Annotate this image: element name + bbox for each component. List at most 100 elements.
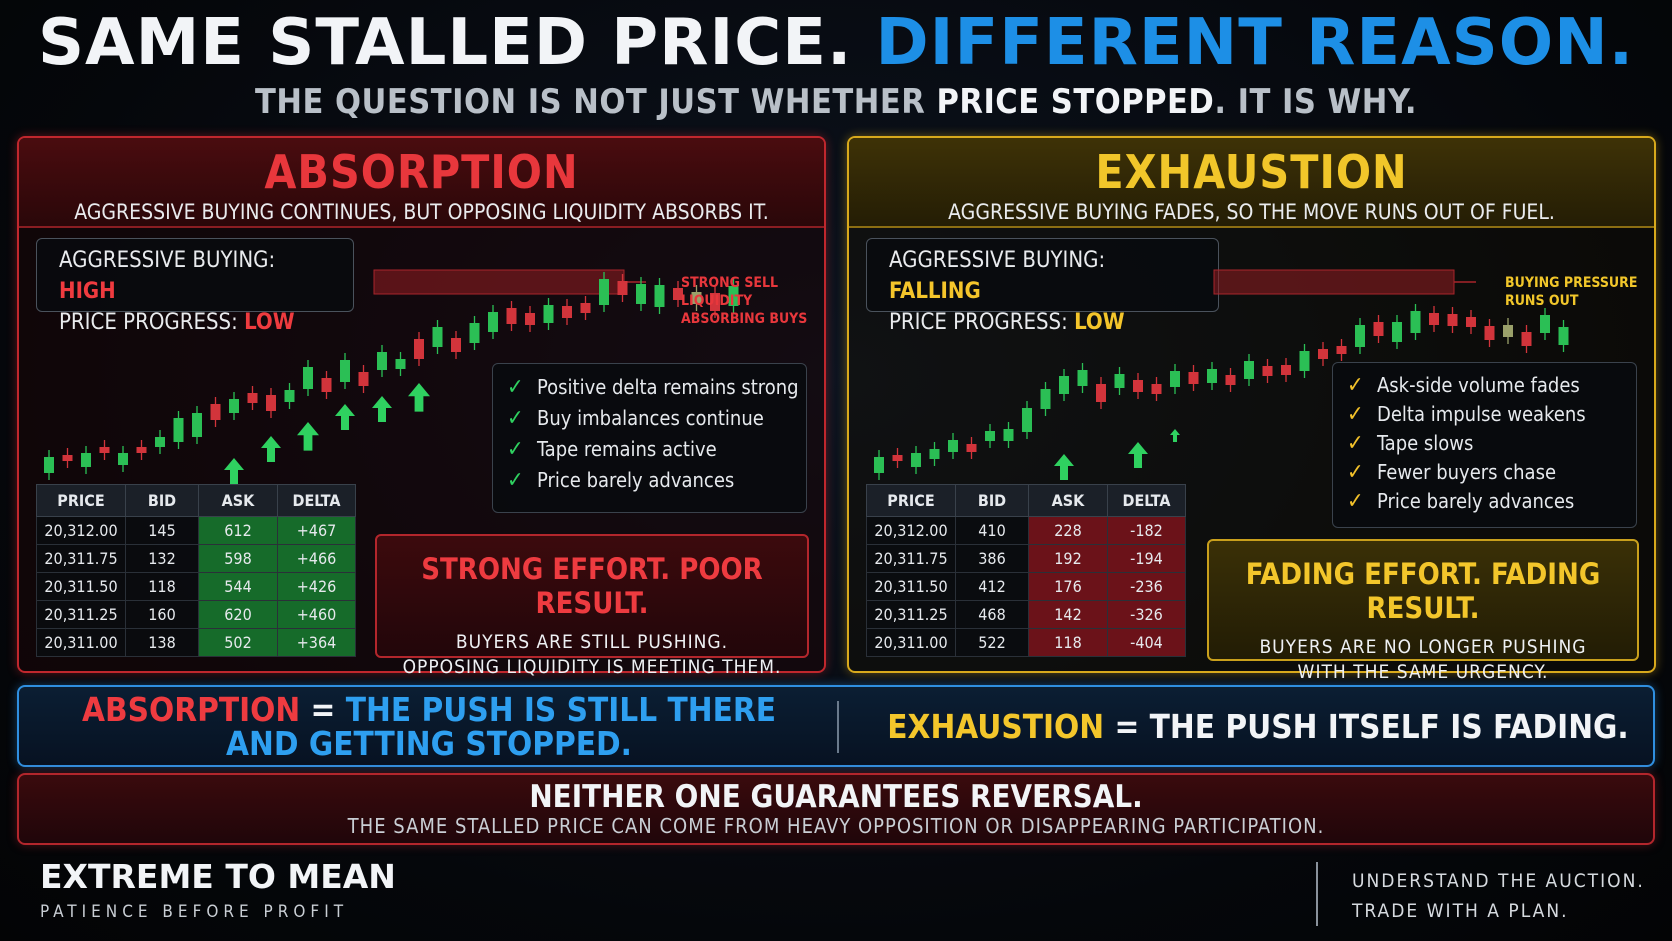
col-header: ASK — [1028, 484, 1108, 517]
candle-body — [1373, 322, 1384, 336]
stat-label: PRICE PROGRESS: — [889, 310, 1068, 335]
stat-label: PRICE PROGRESS: — [59, 310, 238, 335]
candle-body — [710, 293, 720, 311]
col-header: PRICE — [36, 484, 126, 517]
brand-slogan: PATIENCE BEFORE PROFIT — [40, 902, 349, 922]
candle-body — [1225, 375, 1236, 385]
exhaustion-annotation: BUYING PRESSURE RUNS OUT — [1505, 275, 1638, 309]
stat-value: HIGH — [59, 279, 116, 304]
candle-body — [1447, 314, 1458, 326]
check-item: ✓ Positive delta remains strong — [507, 372, 799, 403]
candle-body — [506, 308, 517, 324]
callout-title: STRONG EFFORT. POOR RESULT. — [421, 552, 763, 620]
candle-body — [892, 455, 903, 461]
up-arrow-icon — [297, 422, 319, 451]
check-icon: ✓ — [507, 406, 524, 431]
up-arrow-icon — [1054, 454, 1074, 480]
table-row: 20,311.50 412 176 -236 — [866, 572, 1186, 601]
callout-line: WITH THE SAME URGENCY. — [1297, 661, 1549, 683]
candle-body — [691, 292, 702, 304]
candle-body — [1040, 389, 1051, 409]
candle-body — [1540, 315, 1550, 333]
candle-body — [81, 453, 91, 467]
exhaustion-stat-box: AGGRESSIVE BUYING: FALLING PRICE PROGRES… — [866, 238, 1219, 335]
absorption-checklist: ✓ Positive delta remains strong ✓ Buy imba… — [492, 363, 807, 513]
candle-body — [451, 338, 461, 352]
candle-body — [874, 457, 884, 473]
candle-body — [118, 453, 128, 465]
check-icon: ✓ — [507, 375, 524, 400]
absorption-callout: STRONG EFFORT. POOR RESULT. BUYERS ARE S… — [375, 534, 809, 678]
absorption-header: ABSORPTION AGGRESSIVE BUYING CONTINUES, … — [19, 138, 824, 228]
check-icon: ✓ — [507, 468, 524, 493]
comparison-banner: ABSORPTION = THE PUSH IS STILL THERE AND… — [17, 685, 1655, 767]
candle-body — [340, 360, 350, 382]
candle-body — [1466, 317, 1476, 327]
candle-body — [173, 418, 184, 442]
col-header: DELTA — [277, 484, 356, 517]
up-arrow-icon — [261, 436, 281, 462]
candle-body — [488, 312, 498, 332]
check-item: ✓ Price barely advances — [1347, 489, 1575, 514]
candle-body — [1503, 325, 1513, 337]
warning-subtitle: THE SAME STALLED PRICE CAN COME FROM HEA… — [347, 814, 1325, 838]
absorption-word: ABSORPTION — [81, 690, 301, 729]
exhaustion-definition: EXHAUSTION = THE PUSH ITSELF IS FADING. — [887, 707, 1629, 746]
up-arrow-icon — [1170, 429, 1180, 442]
up-arrow-icon — [335, 404, 355, 430]
check-item: ✓ Ask-side volume fades — [1347, 373, 1580, 398]
col-header: PRICE — [866, 484, 956, 517]
candle-body — [1484, 326, 1495, 340]
table-row: 20,311.75 386 192 -194 — [866, 544, 1186, 573]
candle-body — [395, 359, 406, 369]
table-header-row: PRICE BID ASK DELTA — [36, 484, 356, 517]
check-item: ✓ Delta impulse weakens — [1347, 402, 1586, 427]
candle-body — [562, 306, 572, 318]
candle-body — [377, 352, 387, 370]
table-row: 20,311.50 118 544 +426 — [36, 572, 356, 601]
table-row: 20,312.00 410 228 -182 — [866, 516, 1186, 545]
exhaustion-footprint-table: PRICE BID ASK DELTA 20,312.00 410 228 -182 … — [866, 484, 1186, 657]
absorption-panel: ABSORPTION AGGRESSIVE BUYING CONTINUES, … — [17, 136, 826, 678]
check-item: ✓ Fewer buyers chase — [1347, 460, 1557, 485]
callout-title: FADING EFFORT. FADING RESULT. — [1245, 557, 1601, 625]
candle-body — [44, 457, 54, 473]
candle-body — [1170, 371, 1180, 387]
candle-body — [673, 288, 683, 300]
candle-body — [1188, 372, 1199, 384]
subtitle-part-a: THE QUESTION IS NOT JUST WHETHER — [254, 82, 937, 122]
check-item: ✓ Buy imbalances continue — [507, 403, 792, 434]
candle-body — [985, 431, 995, 441]
absorption-annotation: STRONG SELL LIQUIDITY ABSORBING BUYS — [681, 275, 808, 327]
candle-body — [229, 399, 239, 413]
candle-body — [1114, 374, 1125, 388]
exhaustion-title: EXHAUSTION — [1095, 145, 1408, 199]
title-white: SAME STALLED PRICE. — [37, 6, 853, 80]
candle-body — [192, 413, 202, 437]
subtitle-part-b: PRICE STOPPED — [936, 82, 1215, 122]
candle-body — [62, 455, 73, 461]
check-icon: ✓ — [1347, 460, 1364, 485]
candle-body — [1096, 384, 1106, 402]
candle-body — [358, 372, 369, 386]
exhaustion-panel: EXHAUSTION AGGRESSIVE BUYING FADES, SO T… — [847, 136, 1656, 683]
candle-body — [1207, 369, 1217, 383]
candle-body — [580, 303, 591, 313]
exhaustion-subtitle: AGGRESSIVE BUYING FADES, SO THE MOVE RUN… — [948, 200, 1555, 224]
candle-body — [99, 447, 110, 453]
stat-value: LOW — [1074, 310, 1125, 335]
candle-body — [1151, 384, 1162, 394]
absorption-definition: ABSORPTION = THE PUSH IS STILL THERE AND… — [81, 690, 777, 763]
check-icon: ✓ — [1347, 402, 1364, 427]
reversal-warning-banner: NEITHER ONE GUARANTEES REVERSAL. THE SAM… — [17, 773, 1655, 845]
candle-body — [136, 447, 147, 453]
candle-body — [284, 390, 295, 402]
up-arrow-icon — [1128, 442, 1148, 468]
candle-body — [1318, 349, 1328, 359]
candle-body — [1521, 332, 1532, 346]
brand-logo-text: EXTREME TO MEAN — [40, 857, 396, 896]
table-row: 20,311.75 132 598 +466 — [36, 544, 356, 573]
page-subtitle: THE QUESTION IS NOT JUST WHETHER PRICE S… — [0, 82, 1672, 122]
warning-title: NEITHER ONE GUARANTEES REVERSAL. — [529, 779, 1143, 815]
stat-label: AGGRESSIVE BUYING: — [59, 248, 276, 273]
